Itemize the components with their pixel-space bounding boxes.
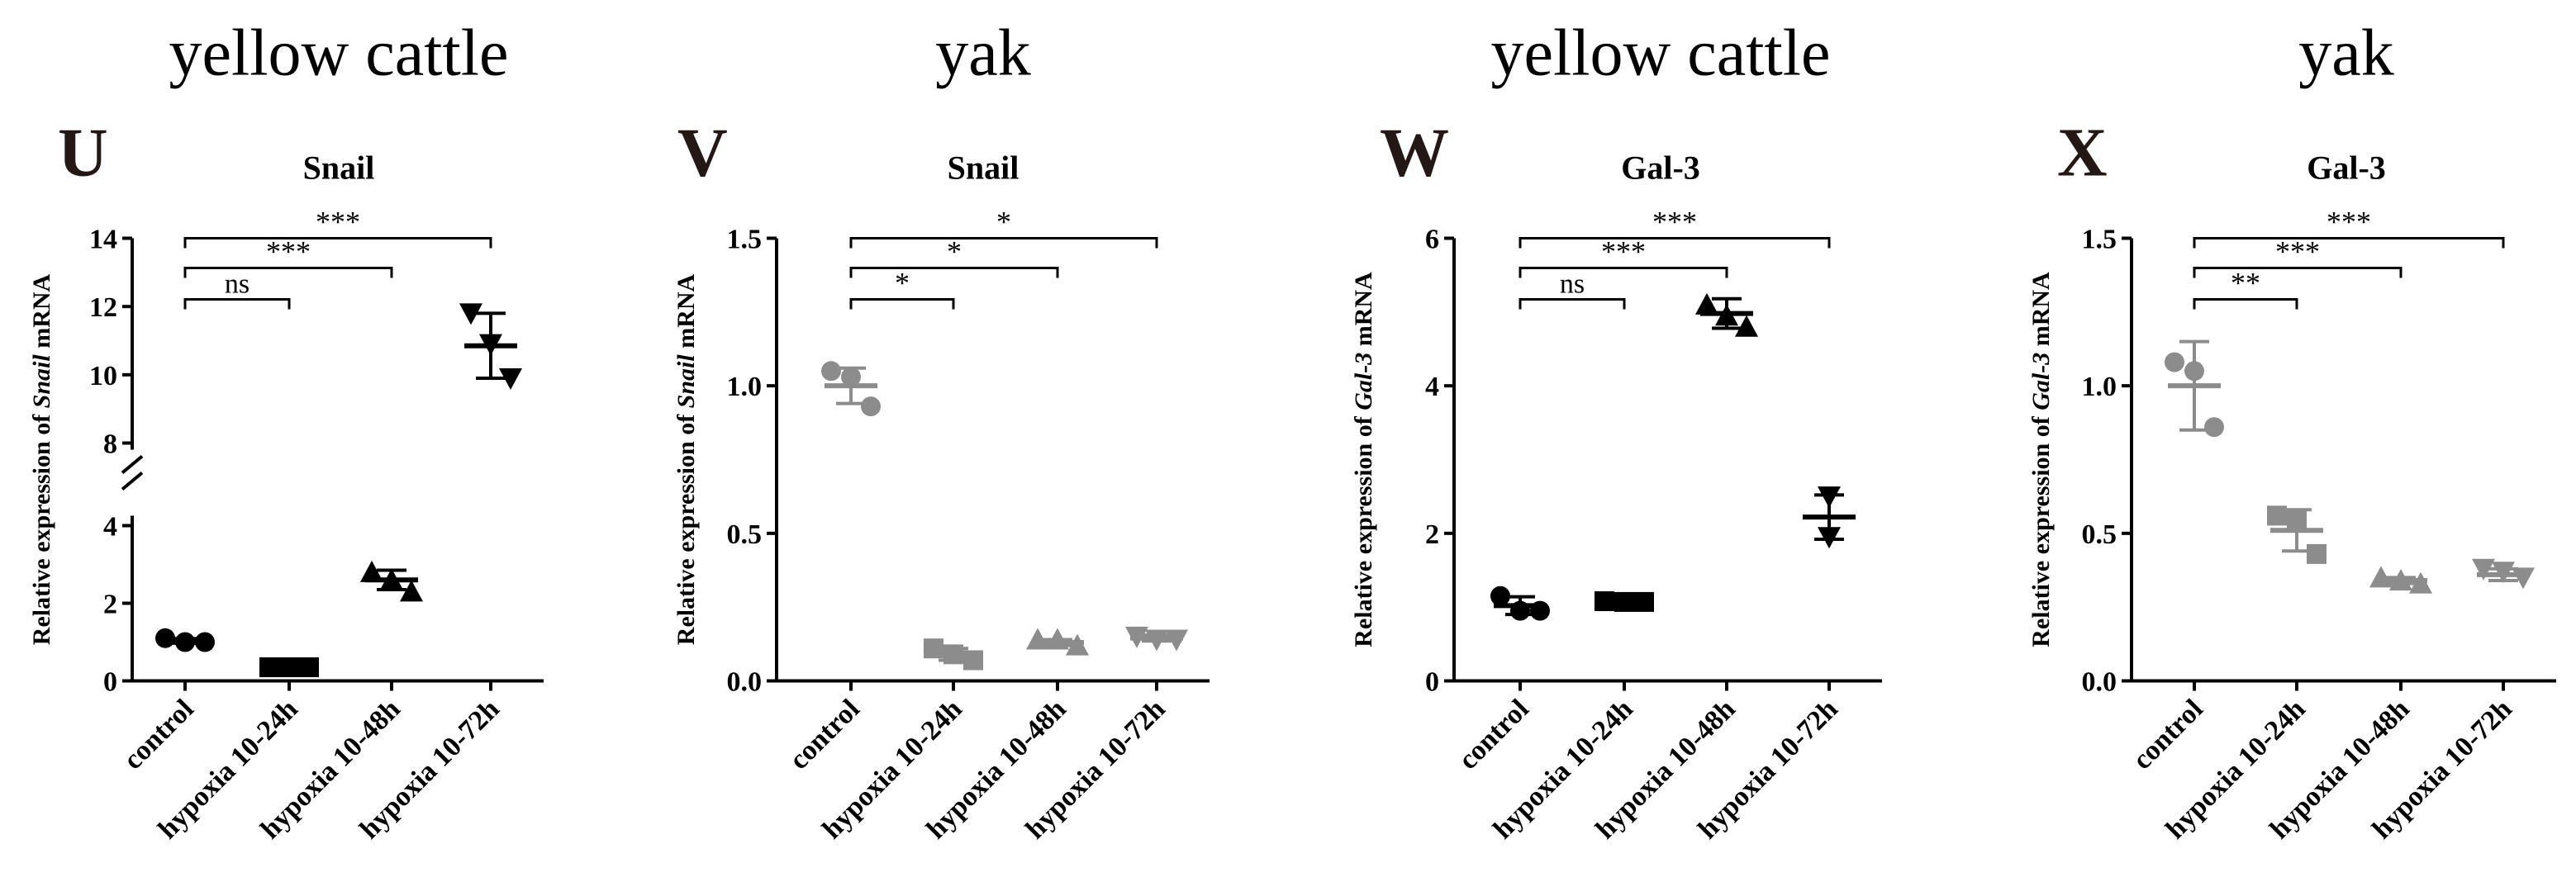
significance-label: * (895, 267, 910, 300)
x-tick-label: control (1452, 694, 1534, 775)
significance-label: * (947, 235, 962, 268)
y-axis-label-part: mRNA (1350, 272, 1377, 353)
data-point (2165, 352, 2184, 372)
y-tick-label: 2 (1425, 519, 1439, 550)
data-point (360, 560, 383, 582)
data-point (400, 580, 423, 602)
y-axis-label-part: mRNA (28, 273, 55, 354)
y-axis-label-part: Snail (673, 354, 700, 409)
significance-bracket (849, 237, 1158, 249)
data-point (1735, 315, 1758, 337)
group-title: yellow cattle (1491, 17, 1831, 90)
significance-bracket (1519, 237, 1831, 249)
y-tick-label: 0 (103, 667, 117, 698)
data-point (2204, 417, 2224, 438)
significance-label: *** (2326, 206, 2371, 239)
panel-w: yellow cattle W Gal-3 0 2 4 6 Relative expressi… (1350, 17, 1882, 845)
data-point (459, 303, 482, 325)
y-axis-label-part: Gal-3 (2027, 353, 2055, 410)
significance-bracket (183, 267, 393, 278)
x-tick-label: control (783, 694, 865, 775)
axis-break-mark (121, 471, 144, 491)
y-tick-label: 0.5 (727, 519, 763, 550)
y-tick-label: 0.0 (727, 667, 763, 698)
panel-letter: V (677, 115, 728, 192)
y-tick-label: 1.5 (2082, 225, 2117, 255)
y-axis-label: Relative expression of Gal-3 mRNA (1350, 272, 1377, 647)
y-tick-label: 4 (1425, 372, 1439, 402)
significance-label: *** (2275, 235, 2320, 268)
significance-label: ns (1560, 269, 1585, 300)
y-tick-label: 0 (1425, 667, 1439, 698)
y-tick-label: 12 (89, 292, 117, 323)
axis-break-mark (121, 454, 144, 475)
y-tick-label: 1.5 (727, 225, 763, 255)
y-tick-label: 1.0 (2082, 372, 2117, 402)
chart-title: Snail (948, 149, 1019, 187)
y-axis-label-part: Relative expression of (673, 408, 700, 645)
group-title: yellow cattle (169, 17, 509, 90)
data-point (1695, 292, 1718, 315)
y-tick-label: 10 (89, 361, 117, 391)
data-point (861, 396, 881, 417)
significance-bracket (2193, 267, 2403, 278)
y-axis-label-part: Relative expression of (28, 408, 55, 645)
panel-u: yellow cattle U Snail 0 2 4 8 10 12 14 Relative ex… (28, 17, 544, 845)
y-tick-label: 8 (103, 429, 117, 460)
y-axis-label: Relative expression of Snail mRNA (28, 273, 55, 645)
significance-label: ns (225, 269, 250, 300)
data-point (499, 367, 522, 390)
panel-v: yak V Snail 0.0 0.5 1.0 1.5 Relative expression… (673, 17, 1210, 845)
y-axis-label: Relative expression of Gal-3 mRNA (2027, 272, 2055, 647)
y-axis-label-part: Relative expression of (2027, 410, 2055, 647)
significance-bracket (1519, 267, 1728, 278)
panel-letter: W (1380, 115, 1449, 192)
significance-bracket (849, 298, 955, 310)
panel-letter: X (2057, 115, 2108, 192)
data-point (2472, 558, 2495, 581)
group-title: yak (935, 17, 1031, 90)
group-title: yak (2298, 17, 2394, 90)
significance-bracket (849, 267, 1059, 278)
y-axis-label: Relative expression of Snail mRNA (673, 273, 700, 645)
significance-label: ** (2231, 267, 2260, 300)
y-tick-label: 2 (103, 590, 117, 620)
significance-bracket (2193, 237, 2505, 249)
y-tick-label: 6 (1425, 225, 1439, 255)
significance-label: *** (266, 235, 311, 268)
chart-title: Gal-3 (1621, 149, 1700, 187)
significance-bracket (1519, 298, 1626, 310)
chart-title: Gal-3 (2307, 149, 2386, 187)
y-axis-label-part: Gal-3 (1350, 353, 1377, 410)
significance-bracket (2193, 298, 2298, 310)
significance-label: *** (1601, 235, 1646, 268)
significance-label: *** (1652, 206, 1697, 239)
data-point (2512, 567, 2535, 590)
y-tick-label: 0.5 (2082, 519, 2117, 550)
y-axis-label-part: mRNA (673, 273, 700, 354)
panel-x: yak X Gal-3 0.0 0.5 1.0 1.5 Relative expression… (2027, 17, 2556, 845)
y-tick-label: 4 (103, 512, 117, 543)
y-axis-label-part: Relative expression of (1350, 410, 1377, 647)
y-tick-label: 0.0 (2082, 667, 2117, 698)
y-axis-label-part: Snail (28, 354, 55, 409)
significance-label: * (996, 206, 1011, 239)
data-point (2307, 543, 2326, 564)
data-point (1490, 585, 1510, 606)
y-tick-label: 14 (89, 225, 117, 255)
y-tick-label: 1.0 (727, 372, 763, 402)
y-axis-label-part: mRNA (2027, 272, 2055, 353)
significance-bracket (183, 237, 492, 249)
data-point (821, 361, 841, 382)
significance-label: *** (316, 206, 360, 239)
x-tick-label: control (2127, 694, 2208, 775)
chart-title: Snail (303, 149, 375, 187)
x-tick-label: control (117, 694, 199, 775)
significance-bracket (183, 298, 291, 310)
panel-letter: U (58, 115, 108, 192)
